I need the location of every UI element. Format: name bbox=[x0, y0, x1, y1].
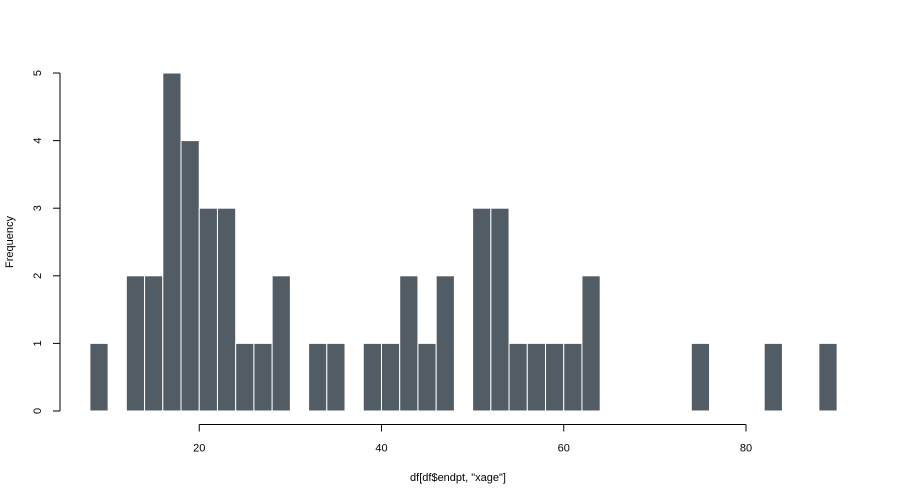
bar bbox=[435, 275, 455, 412]
bar bbox=[690, 342, 711, 412]
bar bbox=[508, 342, 528, 412]
bar bbox=[490, 207, 510, 412]
x-axis-title: df[df$endpt, "xage"] bbox=[410, 472, 506, 484]
bar bbox=[216, 207, 237, 412]
bar bbox=[162, 72, 182, 412]
y-tick-label: 3 bbox=[32, 205, 44, 211]
bar bbox=[144, 275, 164, 412]
bar bbox=[308, 342, 328, 412]
bar bbox=[253, 342, 273, 412]
bar bbox=[417, 342, 437, 412]
bar bbox=[198, 207, 218, 412]
bar bbox=[563, 342, 583, 412]
bar bbox=[545, 342, 565, 412]
bar bbox=[89, 342, 109, 412]
x-tick-label: 80 bbox=[740, 442, 752, 454]
x-tick-label: 60 bbox=[558, 442, 570, 454]
bar bbox=[581, 275, 601, 412]
y-tick-label: 0 bbox=[32, 408, 44, 414]
bar bbox=[180, 140, 200, 412]
bar bbox=[235, 342, 255, 412]
bar bbox=[271, 275, 291, 412]
bar bbox=[399, 275, 419, 412]
y-tick-label: 2 bbox=[32, 273, 44, 279]
bar bbox=[818, 342, 838, 412]
bar bbox=[380, 342, 401, 412]
y-axis-title: Frequency bbox=[4, 216, 16, 268]
bar bbox=[472, 207, 492, 412]
bar bbox=[326, 342, 346, 412]
y-tick-label: 1 bbox=[32, 340, 44, 346]
y-tick-label: 5 bbox=[32, 70, 44, 76]
bar bbox=[763, 342, 783, 412]
bar bbox=[526, 342, 547, 412]
x-tick-label: 20 bbox=[193, 442, 205, 454]
y-tick-label: 4 bbox=[32, 138, 44, 144]
x-tick-label: 40 bbox=[375, 442, 387, 454]
bar bbox=[125, 275, 146, 412]
bar bbox=[362, 342, 382, 412]
